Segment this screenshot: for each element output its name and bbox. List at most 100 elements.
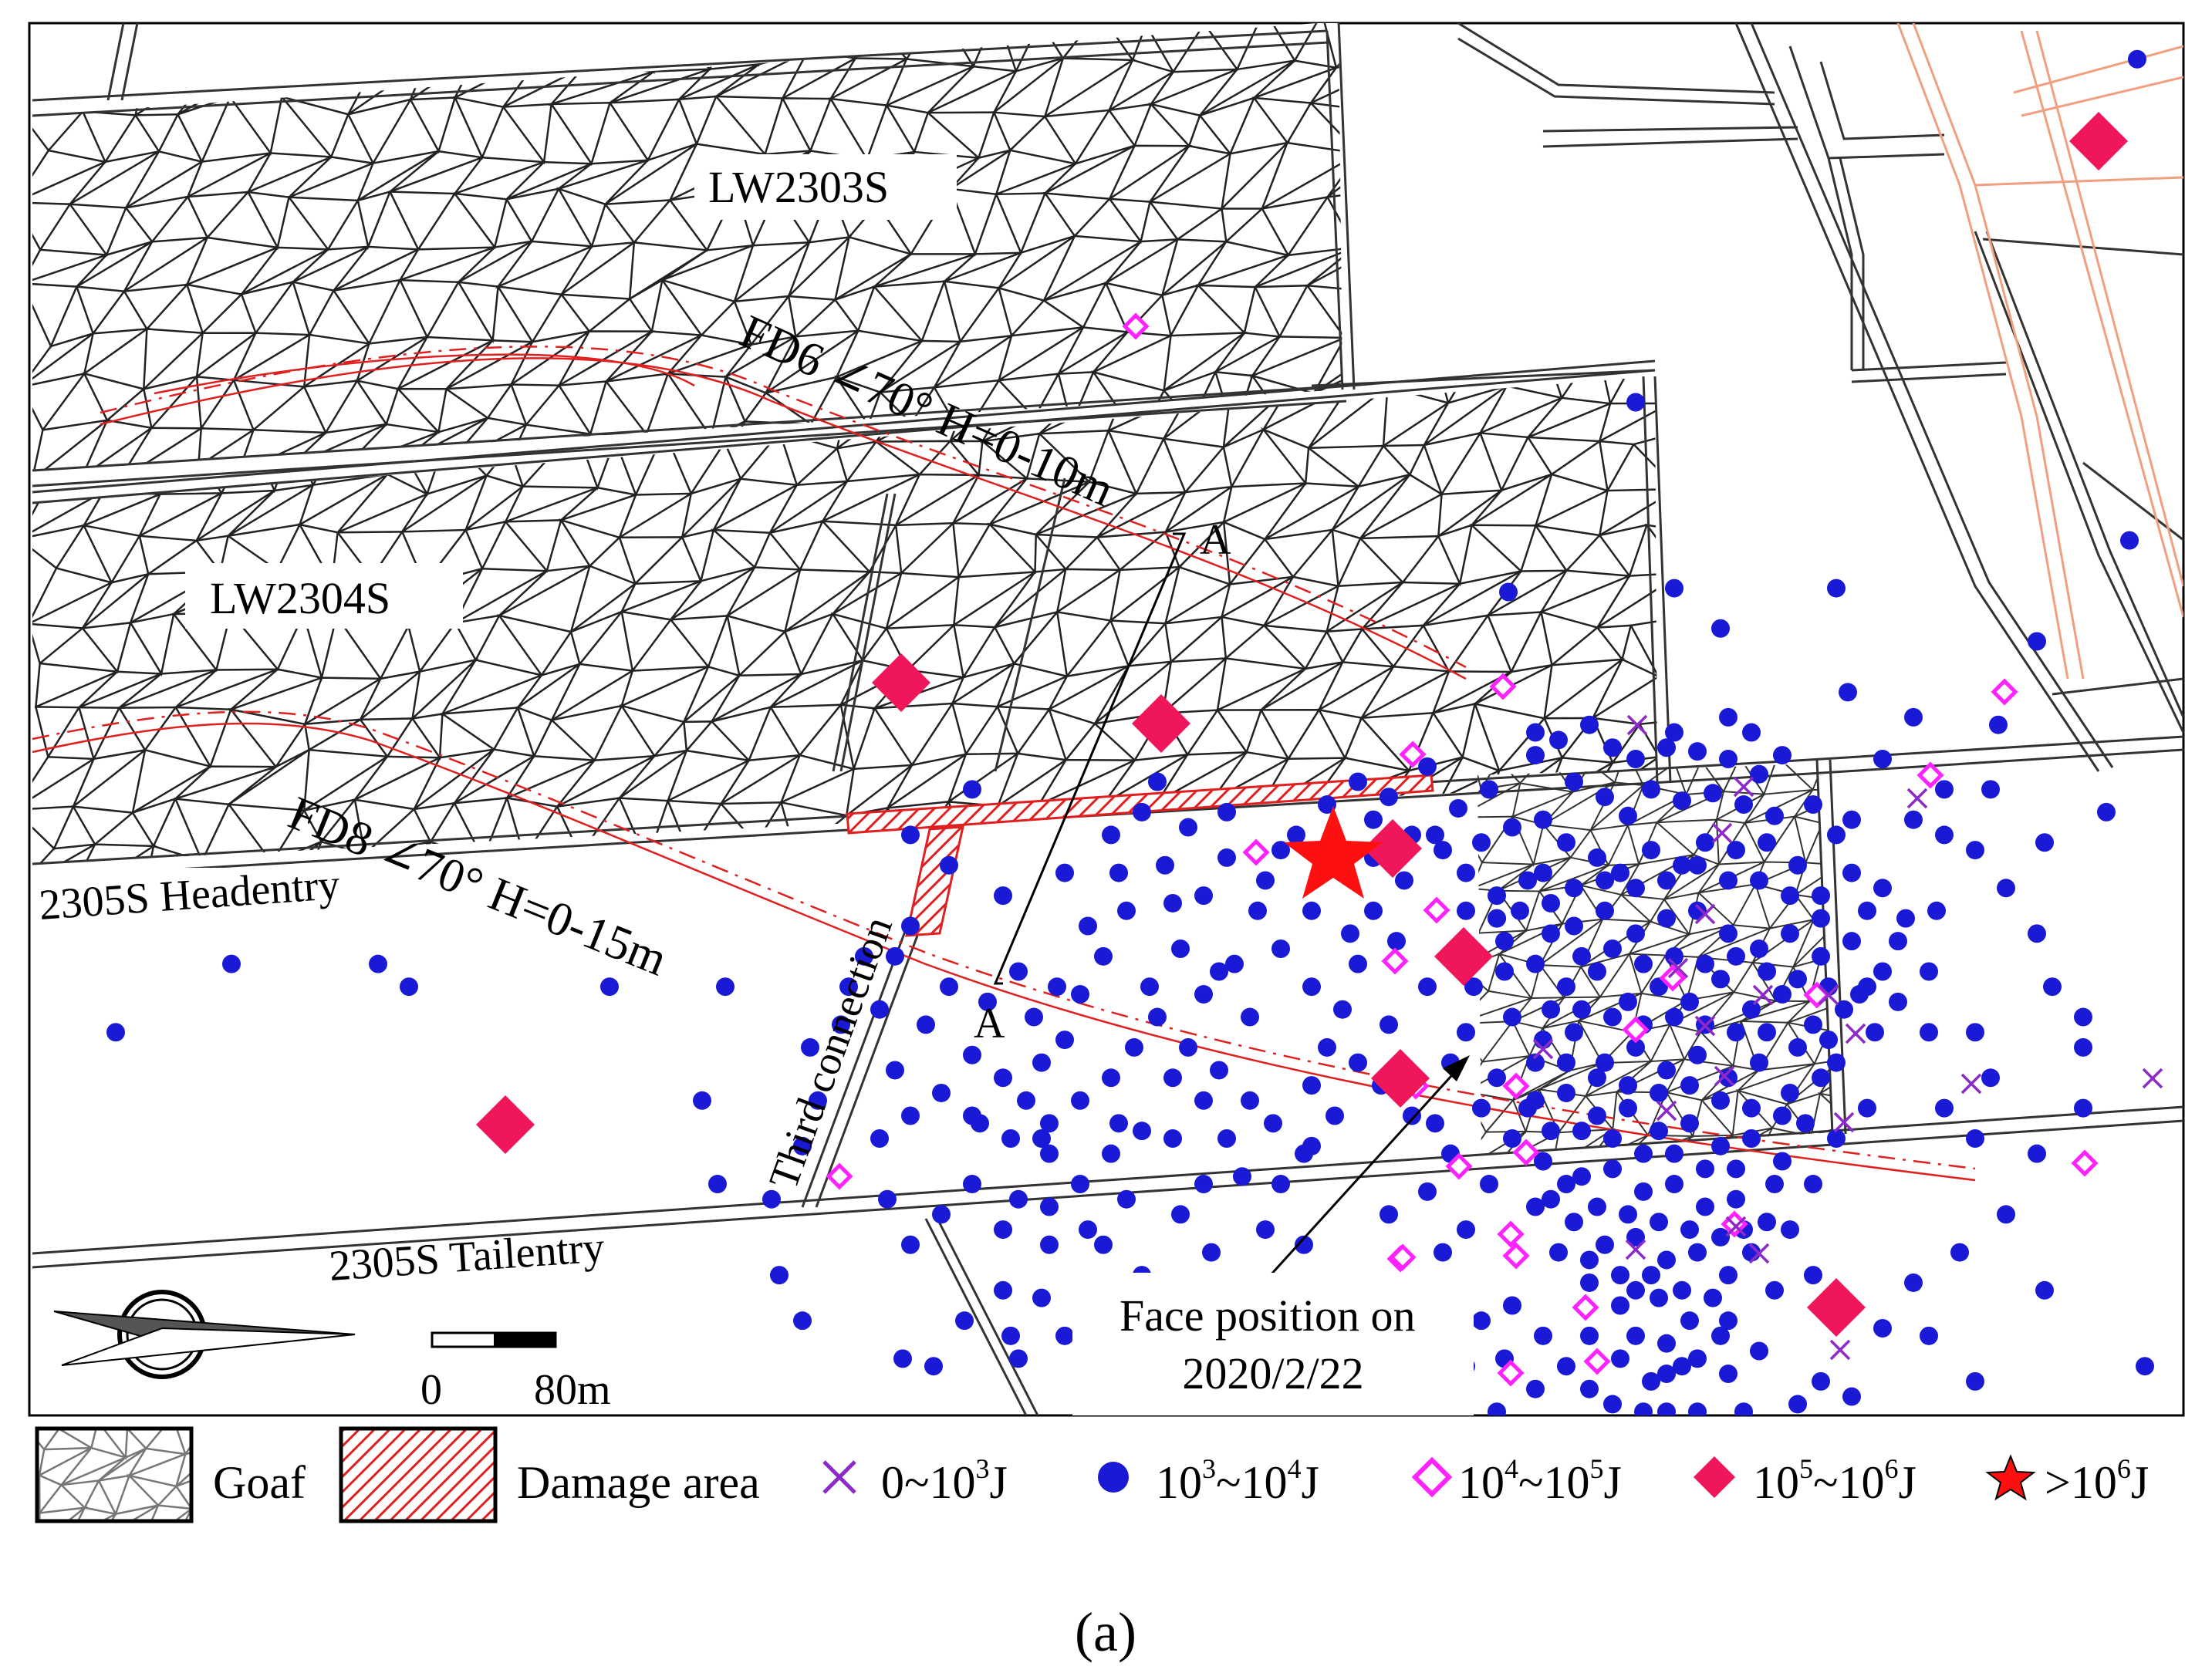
event-open-diamond [1502,1072,1530,1100]
event-blue-dot [1117,901,1136,920]
event-blue-dot [1194,1091,1213,1110]
event-x-mark [1752,984,1774,1006]
event-blue-dot [1680,1220,1699,1240]
event-blue-dot [1781,1220,1799,1240]
event-blue-dot [1896,909,1915,928]
event-blue-dot [1518,1509,1537,1527]
event-blue-dot [1619,1098,1637,1118]
event-blue-dot [886,946,904,966]
event-blue-dot [1758,1213,1776,1232]
event-blue-dot [1812,909,1830,928]
event-blue-dot [1055,1031,1074,1050]
event-blue-dot [1210,962,1228,981]
event-blue-dot [1032,1053,1051,1072]
scale-max-label: 80m [534,1366,611,1414]
event-blue-dot [1264,1114,1282,1133]
event-pink-diamond [1371,1049,1430,1108]
event-blue-dot [1788,1395,1807,1414]
event-blue-dot [1688,1349,1707,1368]
figure-caption: (a) [1075,1601,1136,1663]
event-blue-dot [1217,848,1236,867]
event-blue-dot [1711,970,1730,989]
event-blue-dot [1981,780,2000,799]
scale-bar: 0 80m [420,1331,611,1414]
event-open-diamond [1122,312,1150,340]
event-open-diamond [1917,761,1944,789]
event-blue-dot [1596,901,1614,920]
event-blue-dot [1611,1349,1629,1368]
event-pink-diamond [1434,927,1493,986]
event-blue-dot [1102,1144,1120,1163]
event-blue-dot [1025,1007,1043,1027]
event-blue-dot [1495,932,1514,951]
event-blue-dot [1194,1175,1213,1194]
event-blue-dot [1387,932,1406,951]
event-blue-dot [1488,1068,1506,1088]
event-blue-dot [1657,871,1676,890]
event-blue-dot [1256,871,1275,890]
event-x-mark [1714,1065,1735,1087]
event-blue-dot [1526,723,1545,742]
event-blue-dot [1271,1175,1290,1194]
event-blue-dot [1842,932,1861,951]
event-blue-dot [1503,1007,1521,1027]
event-blue-dot [1194,985,1213,1004]
event-blue-dot [2128,49,2146,69]
event-blue-dot [1711,1091,1730,1110]
event-blue-dot [1210,1061,1228,1080]
event-blue-dot [1588,962,1606,981]
event-blue-dot [1935,825,1954,845]
event-blue-dot [1719,1266,1738,1285]
event-blue-dot [1642,1418,1660,1436]
legend-class5-label: >106J [2045,1453,2149,1508]
event-blue-dot [1750,1341,1768,1361]
event-blue-dot [1704,1288,1722,1307]
event-blue-dot [1904,810,1923,829]
event-blue-dot [1248,901,1267,920]
event-blue-dot [1349,1471,1367,1489]
event-x-mark [1829,1339,1851,1361]
event-x-mark [1748,1243,1770,1264]
event-blue-dot [1727,1189,1745,1209]
event-blue-dot [994,1068,1012,1088]
event-blue-dot [1001,1326,1020,1345]
event-blue-dot [1117,1189,1136,1209]
event-blue-dot [1650,1213,1668,1232]
event-blue-dot [1696,1159,1714,1179]
event-blue-dot [1341,924,1359,943]
event-blue-dot [1302,1076,1321,1095]
event-open-diamond [1583,1348,1611,1375]
event-open-diamond [1445,1152,1473,1180]
event-blue-dot [1742,1509,1761,1527]
event-blue-dot [870,1129,889,1148]
event-blue-dot [1835,1000,1853,1019]
event-blue-dot [1673,855,1691,875]
event-blue-dot [1488,909,1506,928]
event-blue-dot [1542,1000,1560,1019]
event-blue-dot [1572,1000,1591,1019]
event-blue-dot [1665,1007,1683,1027]
event-blue-dot [1719,707,1738,727]
event-blue-dot [1472,833,1491,852]
event-blue-dot [978,992,997,1011]
event-blue-dot [855,946,873,966]
event-blue-dot [1217,1129,1236,1148]
event-blue-dot [940,977,958,997]
event-blue-dot [1750,940,1768,958]
event-blue-dot [1472,1311,1491,1331]
event-blue-dot [1804,1524,1822,1543]
event-blue-dot [1079,1220,1097,1240]
event-blue-dot [1842,810,1861,829]
event-blue-dot [955,1311,974,1331]
event-blue-dot [1163,893,1182,913]
orange-roadways [1896,23,2183,680]
event-blue-dot [1657,1334,1676,1353]
event-blue-dot [1788,855,1807,875]
event-blue-dot [1109,1114,1128,1133]
event-blue-dot [1688,1045,1707,1064]
event-blue-dot [1518,871,1537,890]
event-blue-dot [1565,879,1583,898]
event-blue-dot [1866,1539,1884,1557]
event-blue-dot [1626,924,1645,943]
